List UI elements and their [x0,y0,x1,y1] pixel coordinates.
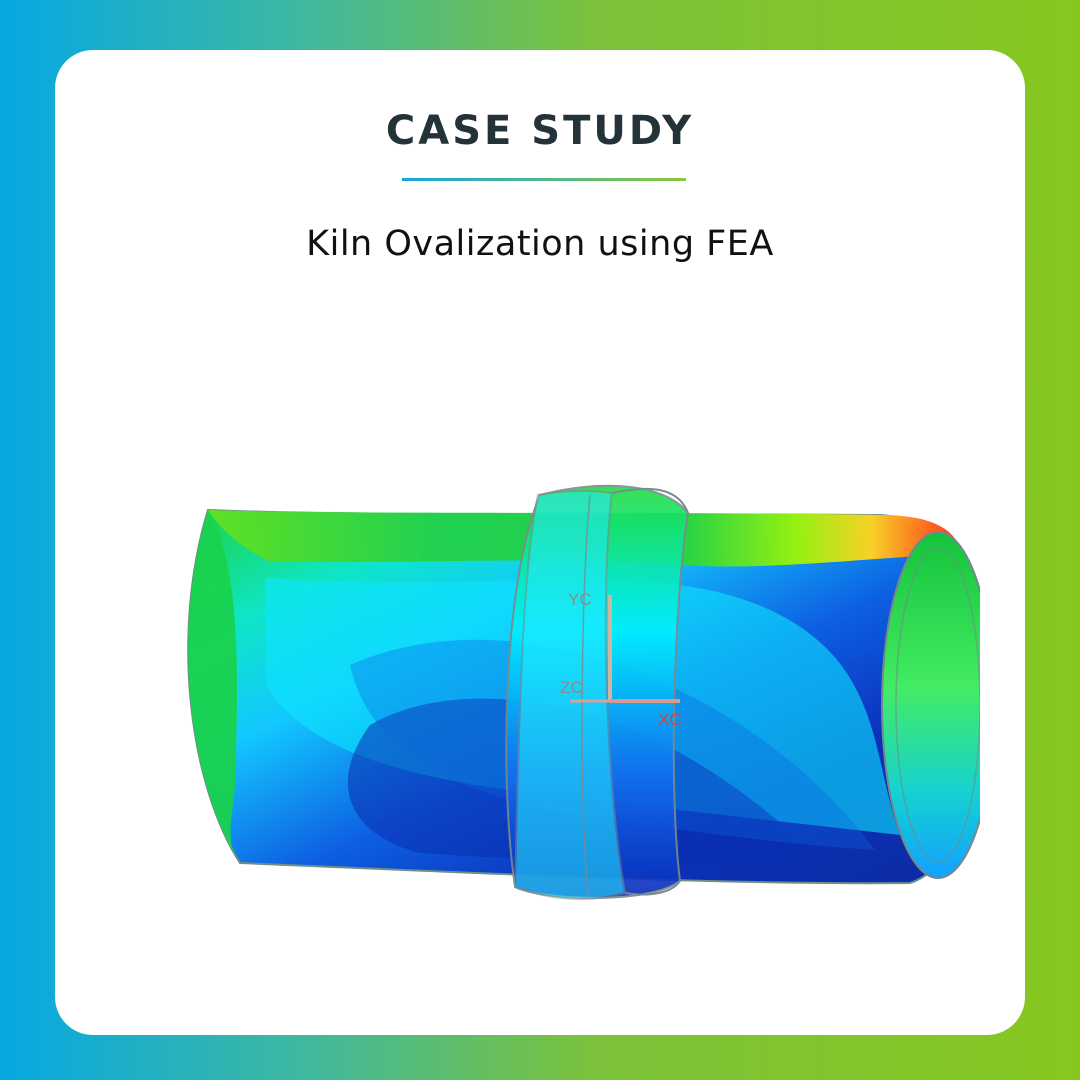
kiln-fea-figure: YC ZC XC Y [187,484,980,900]
left-green-band [188,510,240,863]
yc-axis-label: YC [568,590,592,609]
zc-axis-label: ZC [560,678,583,697]
tyre-ring-face [513,489,627,900]
kiln-inner-opening [881,531,980,879]
xc-axis-label: XC [658,710,682,729]
case-study-card: CASE STUDY Kiln Ovalization using FEA [55,50,1025,1035]
case-study-label: CASE STUDY [385,108,695,154]
case-study-title: Kiln Ovalization using FEA [306,224,774,264]
heading-divider [402,178,686,181]
